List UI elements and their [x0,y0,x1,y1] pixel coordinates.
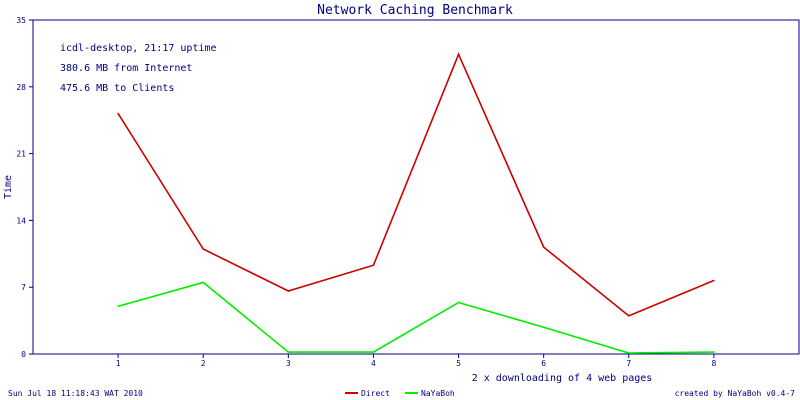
y-axis-ticks: 0 7 14 21 28 35 [16,16,33,359]
x-axis-ticks: 1 2 3 4 5 6 7 8 [116,354,716,368]
x-tick-label: 7 [626,359,631,368]
data-point-nayaboh [542,326,545,329]
footer-timestamp: Sun Jul 18 11:18:43 WAT 2010 [8,389,143,398]
info-to-clients: 475.6 MB to Clients [60,83,174,94]
data-point-nayaboh [202,281,205,284]
x-tick-label: 2 [201,359,206,368]
series-lines [117,52,715,354]
footer-credit: created by NaYaBoh v0.4-7 [675,389,796,398]
data-point-direct [542,246,545,248]
y-tick-label: 14 [16,216,26,225]
y-tick-label: 0 [21,350,26,359]
data-point-direct [202,248,205,250]
data-point-direct [713,279,715,282]
data-point-direct [117,112,119,115]
y-tick-label: 28 [16,83,26,92]
y-tick-label: 35 [16,16,26,25]
x-tick-label: 6 [541,359,546,368]
chart-title: Network Caching Benchmark [317,3,513,18]
x-tick-label: 8 [711,359,716,368]
y-axis-label: Time [3,175,14,199]
series-line-nayaboh [117,281,714,354]
info-from-internet: 380.6 MB from Internet [60,63,192,74]
data-point-direct [372,264,375,267]
x-tick-label: 5 [456,359,461,368]
legend-label-nayaboh: NaYaBoh [421,389,455,398]
legend: Direct NaYaBoh [345,389,455,398]
legend-label-direct: Direct [361,389,390,398]
data-point-nayaboh [627,352,630,354]
y-tick-label: 21 [16,150,26,159]
data-point-nayaboh [117,305,119,308]
x-tick-label: 3 [286,359,291,368]
data-point-nayaboh [713,351,715,353]
data-point-direct [287,290,290,292]
data-point-nayaboh [287,351,290,353]
x-axis-label: 2 x downloading of 4 web pages [472,373,653,384]
x-tick-label: 1 [116,359,121,368]
x-tick-label: 4 [371,359,376,368]
data-point-direct [457,53,460,56]
series-line-direct [117,52,715,317]
data-point-nayaboh [457,301,460,304]
info-host-uptime: icdl-desktop, 21:17 uptime [60,43,217,54]
data-point-direct [627,315,630,317]
data-point-nayaboh [372,351,375,353]
y-tick-label: 7 [21,283,26,292]
plot-frame [32,19,800,355]
